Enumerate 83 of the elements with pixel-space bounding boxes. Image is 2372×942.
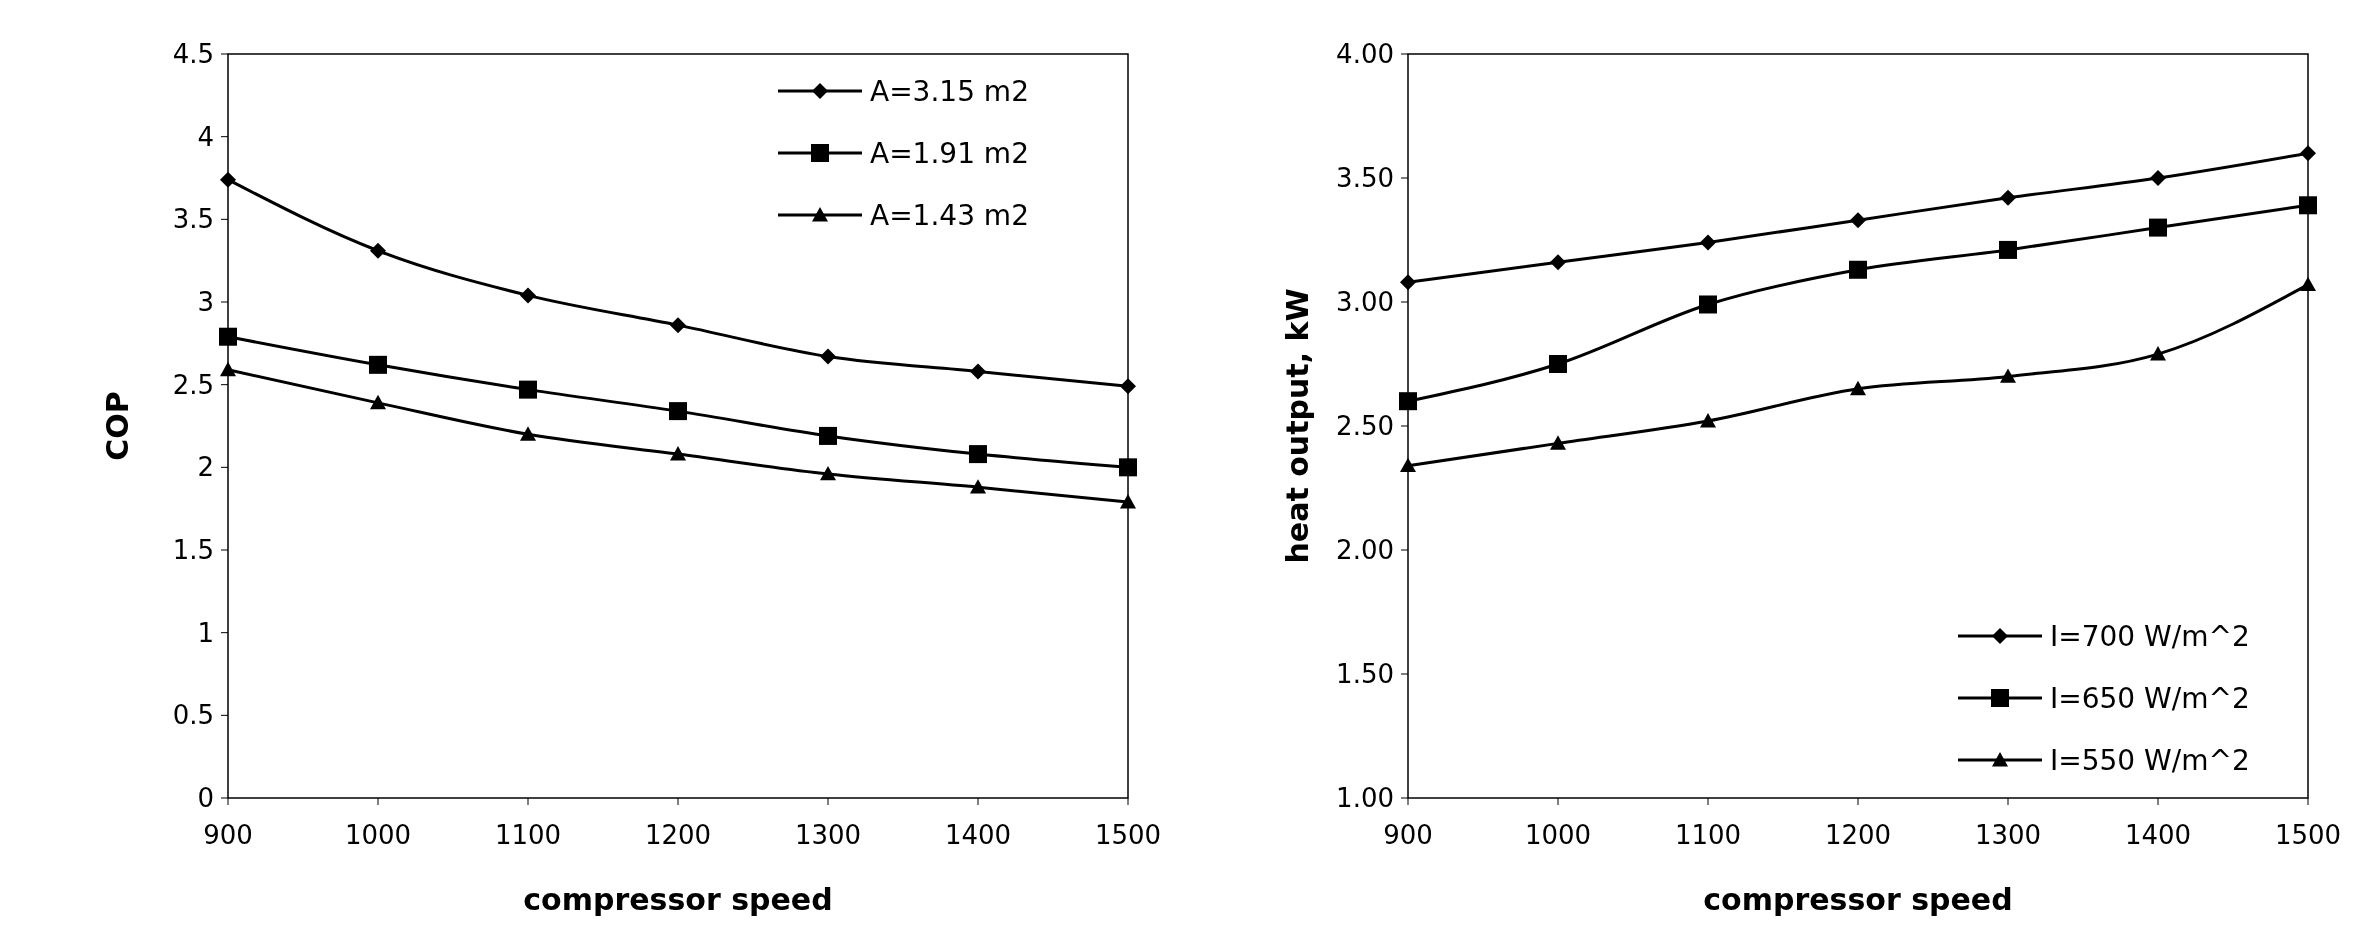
legend-label: I=700 W/m^2: [2050, 619, 2250, 653]
point: [970, 363, 986, 380]
legend-label: I=550 W/m^2: [2050, 743, 2250, 777]
point: [220, 361, 236, 377]
y-tick-label: 3.5: [172, 204, 214, 235]
point: [1399, 392, 1417, 411]
x-tick-label: 1400: [2124, 820, 2192, 850]
point: [520, 287, 536, 304]
x-tick-label: 1100: [1674, 820, 1742, 850]
point: [1849, 260, 1867, 279]
y-tick-label: 3.00: [1336, 287, 1394, 318]
x-tick-label: 1200: [644, 820, 712, 850]
point: [1850, 380, 1866, 396]
x-axis-title: compressor speed: [1703, 882, 2013, 917]
point: [1700, 413, 1716, 428]
y-tick-label: 1: [197, 617, 214, 648]
point: [2300, 145, 2316, 162]
point: [370, 242, 386, 259]
y-tick-label: 3.50: [1336, 163, 1394, 194]
point: [820, 348, 836, 365]
legend-label: A=3.15 m2: [870, 74, 1029, 108]
point: [1400, 457, 1416, 473]
point: [669, 402, 687, 421]
point: [1549, 355, 1567, 373]
point: [2000, 368, 2016, 383]
point: [2150, 346, 2166, 361]
y-tick-label: 4: [197, 121, 214, 152]
x-tick-label: 1300: [1974, 820, 2042, 850]
x-axis-title: compressor speed: [523, 882, 833, 917]
y-tick-label: 4.5: [172, 39, 214, 70]
y-tick-label: 2.00: [1336, 535, 1394, 566]
point: [969, 445, 987, 464]
y-tick-label: 2: [197, 452, 214, 483]
point: [2000, 189, 2016, 206]
x-tick-label: 1500: [1094, 820, 1162, 850]
x-tick-label: 1000: [344, 820, 412, 850]
x-tick-label: 1300: [794, 820, 862, 850]
legend-label: I=650 W/m^2: [2050, 681, 2250, 715]
point: [220, 171, 236, 188]
point: [1119, 458, 1137, 477]
point: [670, 446, 686, 461]
point: [520, 426, 536, 441]
y-axis-title: COP: [100, 391, 135, 461]
point: [1400, 274, 1416, 291]
point: [1850, 212, 1866, 229]
legend-label: A=1.43 m2: [870, 198, 1029, 232]
x-tick-label: 900: [203, 820, 253, 850]
point: [2149, 218, 2167, 237]
y-tick-label: 0: [197, 783, 214, 814]
y-tick-label: 2.50: [1336, 411, 1394, 442]
point: [1700, 234, 1716, 251]
point: [819, 426, 837, 445]
point: [2299, 196, 2317, 215]
y-tick-label: 4.00: [1336, 39, 1394, 70]
point: [1550, 435, 1566, 450]
x-tick-label: 1000: [1524, 820, 1592, 850]
point: [2300, 276, 2316, 292]
y-axis-title: heat output, kW: [1280, 288, 1315, 564]
y-tick-label: 1.5: [172, 535, 214, 566]
y-tick-label: 2.5: [172, 369, 214, 400]
x-tick-label: 1400: [944, 820, 1012, 850]
y-tick-label: 3: [197, 287, 214, 318]
x-tick-label: 1500: [2274, 820, 2342, 850]
point: [219, 327, 237, 346]
y-tick-label: 1.50: [1336, 659, 1394, 690]
x-tick-label: 1100: [494, 820, 562, 850]
point: [1999, 240, 2017, 259]
x-tick-label: 900: [1383, 820, 1433, 850]
x-tick-label: 1200: [1824, 820, 1892, 850]
y-tick-label: 0.5: [172, 700, 214, 731]
point: [1699, 295, 1717, 314]
point: [1120, 378, 1136, 395]
legend-label: A=1.91 m2: [870, 136, 1029, 170]
point: [1120, 494, 1136, 509]
point: [970, 479, 986, 494]
point: [369, 355, 387, 374]
point: [820, 465, 836, 481]
point: [2150, 170, 2166, 186]
point: [370, 394, 386, 410]
point: [670, 317, 686, 334]
point: [1550, 254, 1566, 271]
y-tick-label: 1.00: [1336, 783, 1394, 814]
point: [519, 380, 537, 399]
